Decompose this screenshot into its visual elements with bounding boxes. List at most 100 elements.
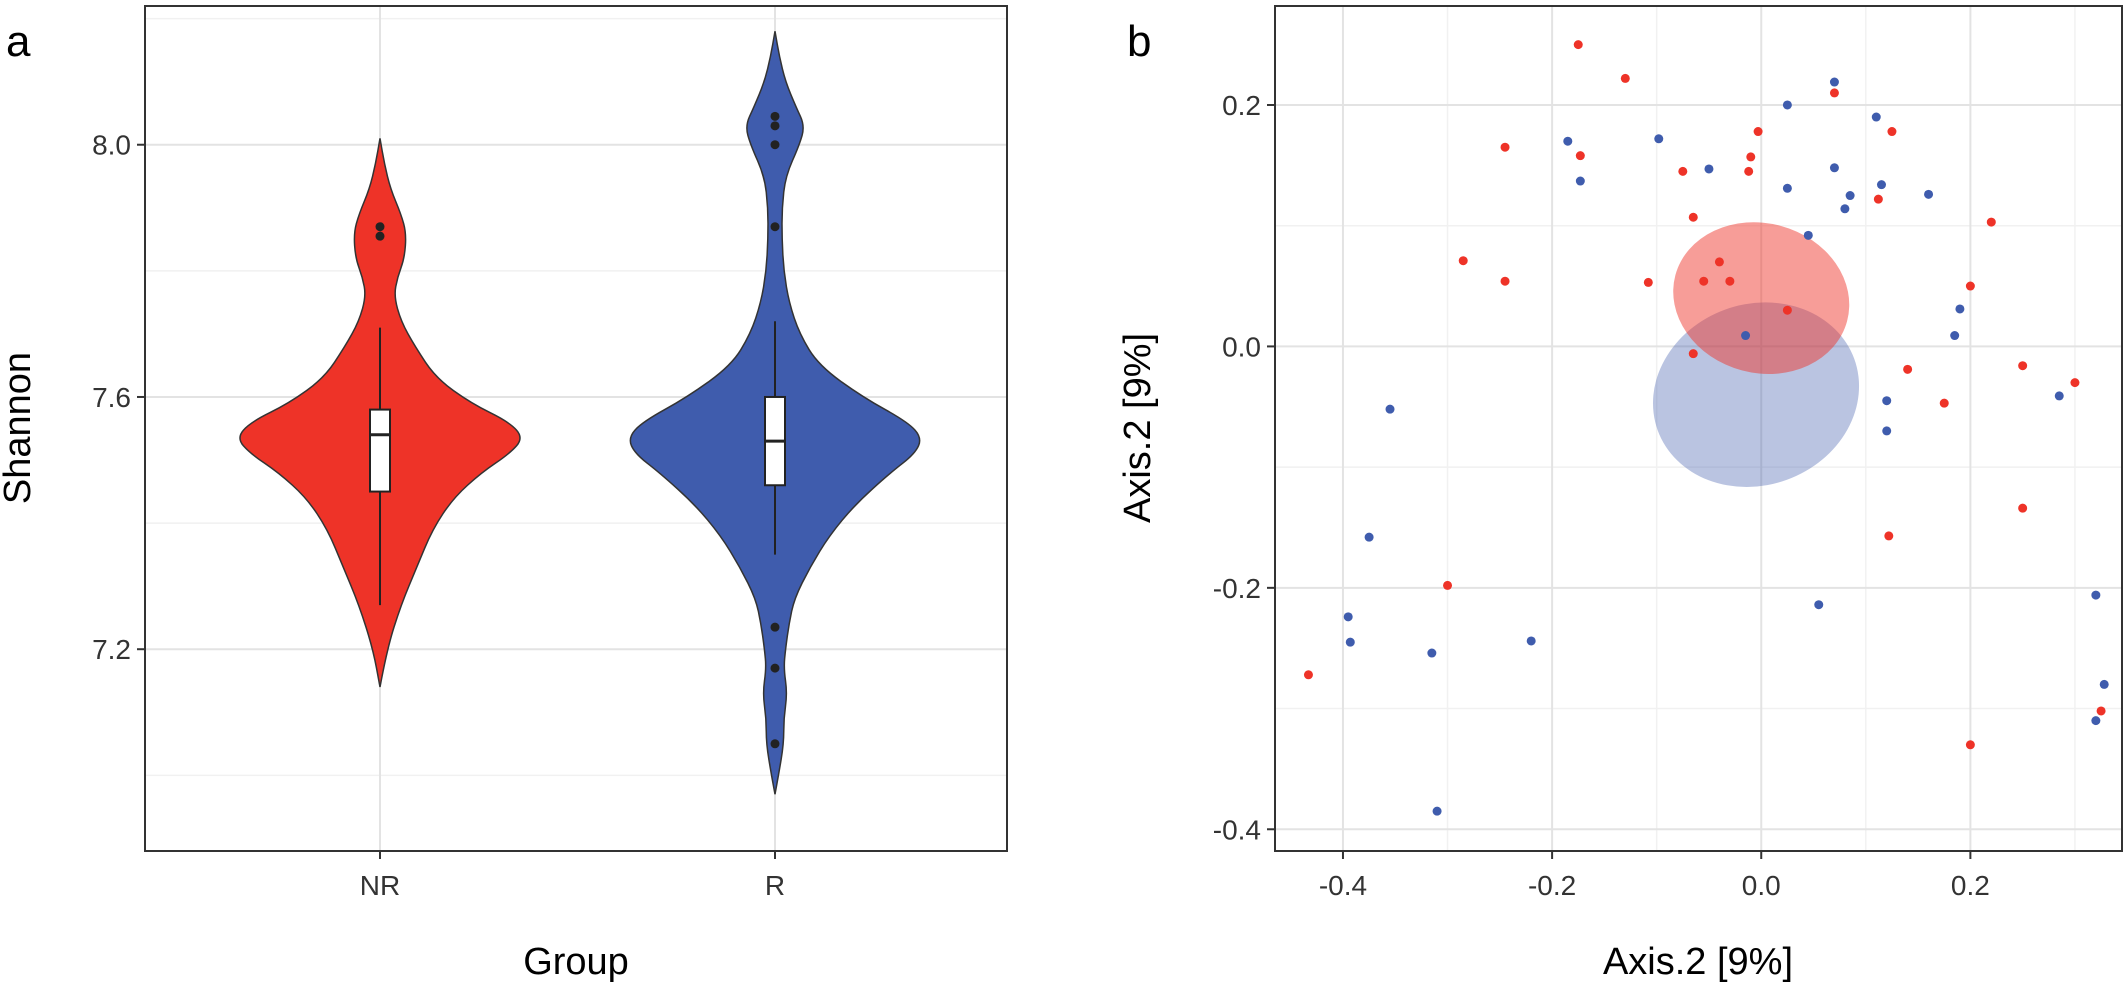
- outlier-point: [770, 663, 780, 673]
- scatter-plot-area: [1303, 40, 2109, 816]
- scatter-point-blue: [1882, 396, 1892, 406]
- scatter-point-red: [1500, 276, 1510, 286]
- scatter-point-red: [1753, 127, 1763, 137]
- scatter-point-blue: [1345, 637, 1355, 647]
- violin-y-tick-label: 7.2: [92, 634, 131, 665]
- scatter-point-red: [1744, 166, 1754, 176]
- scatter-point-blue: [1385, 404, 1395, 414]
- scatter-x-tick-label: -0.4: [1319, 870, 1367, 901]
- scatter-point-red: [2018, 503, 2028, 513]
- scatter-point-red: [1903, 364, 1913, 374]
- scatter-point-red: [1714, 257, 1724, 267]
- scatter-point-blue: [2099, 679, 2109, 689]
- scatter-point-blue: [1741, 331, 1751, 341]
- scatter-point-blue: [1829, 163, 1839, 173]
- scatter-point-red: [1500, 142, 1510, 152]
- scatter-y-tick-label: -0.2: [1213, 573, 1261, 604]
- scatter-point-red: [1443, 580, 1453, 590]
- violin-x-tick-label: NR: [360, 870, 400, 901]
- scatter-point-blue: [1704, 164, 1714, 174]
- scatter-point-red: [1884, 531, 1894, 541]
- panel-label-b: b: [1127, 17, 1151, 66]
- scatter-point-red: [1782, 305, 1792, 315]
- scatter-point-blue: [1343, 612, 1353, 622]
- violin-y-axis-title: Shannon: [0, 352, 39, 504]
- outlier-point: [770, 121, 780, 131]
- outlier-point: [375, 222, 385, 232]
- scatter-point-red: [1965, 740, 1975, 750]
- outlier-point: [375, 231, 385, 241]
- scatter-point-blue: [1955, 304, 1965, 314]
- scatter-point-blue: [1814, 600, 1824, 610]
- scatter-point-red: [1725, 276, 1735, 286]
- boxplot-box-nr: [369, 408, 391, 493]
- scatter-point-blue: [1782, 100, 1792, 110]
- scatter-point-red: [1688, 212, 1698, 222]
- scatter-point-blue: [1563, 136, 1573, 146]
- violin-plot-area: [239, 31, 921, 795]
- violin-panel-border: [144, 5, 1008, 852]
- scatter-point-blue: [1882, 426, 1892, 436]
- scatter-point-blue: [1654, 134, 1664, 144]
- scatter-point-red: [2096, 706, 2106, 716]
- outlier-point: [770, 622, 780, 632]
- scatter-point-blue: [1432, 806, 1442, 816]
- scatter-y-tick-label: 0.2: [1222, 90, 1261, 121]
- scatter-point-blue: [1871, 112, 1881, 122]
- scatter-point-blue: [1950, 331, 1960, 341]
- violin-axis-ticks: 7.2 7.6 8.0 NR R: [92, 130, 785, 901]
- scatter-point-blue: [1840, 204, 1850, 214]
- scatter-point-blue: [1845, 191, 1855, 201]
- scatter-point-blue: [2054, 391, 2064, 401]
- scatter-point-red: [2018, 361, 2028, 371]
- scatter-point-red: [1699, 276, 1709, 286]
- violin-x-axis-title: Group: [523, 941, 629, 983]
- scatter-gridlines: [1275, 6, 2122, 851]
- violin-x-tick-label: R: [765, 870, 785, 901]
- scatter-point-red: [1458, 256, 1468, 266]
- scatter-x-tick-label: 0.2: [1951, 870, 1990, 901]
- panel-label-a: a: [6, 17, 31, 66]
- scatter-point-blue: [1782, 183, 1792, 193]
- scatter-point-red: [1620, 73, 1630, 83]
- scatter-point-red: [1887, 127, 1897, 137]
- scatter-point-red: [1678, 166, 1688, 176]
- outlier-point: [770, 140, 780, 150]
- scatter-y-tick-label: -0.4: [1213, 814, 1261, 845]
- violin-y-tick-label: 8.0: [92, 130, 131, 161]
- scatter-point-blue: [1829, 77, 1839, 87]
- scatter-point-red: [1986, 217, 1996, 227]
- scatter-x-axis-title: Axis.2 [9%]: [1603, 941, 1793, 983]
- scatter-point-blue: [2091, 716, 2101, 726]
- outlier-point: [770, 111, 780, 121]
- scatter-y-tick-label: 0.0: [1222, 331, 1261, 362]
- scatter-point-red: [1688, 349, 1698, 359]
- scatter-point-blue: [2091, 590, 2101, 600]
- scatter-y-axis-title: Axis.2 [9%]: [1117, 333, 1159, 523]
- scatter-point-red: [1965, 281, 1975, 291]
- scatter-x-tick-label: 0.0: [1742, 870, 1781, 901]
- scatter-point-blue: [1526, 636, 1536, 646]
- scatter-point-blue: [1803, 230, 1813, 240]
- violin-y-tick-label: 7.6: [92, 382, 131, 413]
- scatter-point-red: [1575, 151, 1585, 161]
- outlier-point: [770, 739, 780, 749]
- scatter-x-tick-label: -0.2: [1528, 870, 1576, 901]
- scatter-point-red: [1303, 670, 1313, 680]
- scatter-point-red: [1939, 398, 1949, 408]
- scatter-point-blue: [1364, 532, 1374, 542]
- scatter-point-red: [2070, 378, 2080, 388]
- outlier-point: [770, 222, 780, 232]
- scatter-axis-ticks: -0.4 -0.2 0.0 0.2 -0.4 -0.2 0.0 0.2: [1213, 90, 1990, 901]
- scatter-point-blue: [1876, 180, 1886, 190]
- violin-panel: a 7.2 7.6 8.0 NR R Group Shannon: [0, 5, 1008, 983]
- scatter-panel: b -0.4 -0.2 0.0 0.2 -0.4 -0.2 0.0 0.2 Axis.2 [9…: [1117, 5, 2123, 983]
- scatter-point-red: [1643, 277, 1653, 287]
- scatter-point-blue: [1924, 189, 1934, 199]
- scatter-point-blue: [1427, 648, 1437, 658]
- scatter-point-red: [1873, 194, 1883, 204]
- scatter-point-red: [1746, 152, 1756, 162]
- confidence-ellipse-blue: [1652, 302, 1860, 487]
- scatter-panel-border: [1274, 5, 2123, 852]
